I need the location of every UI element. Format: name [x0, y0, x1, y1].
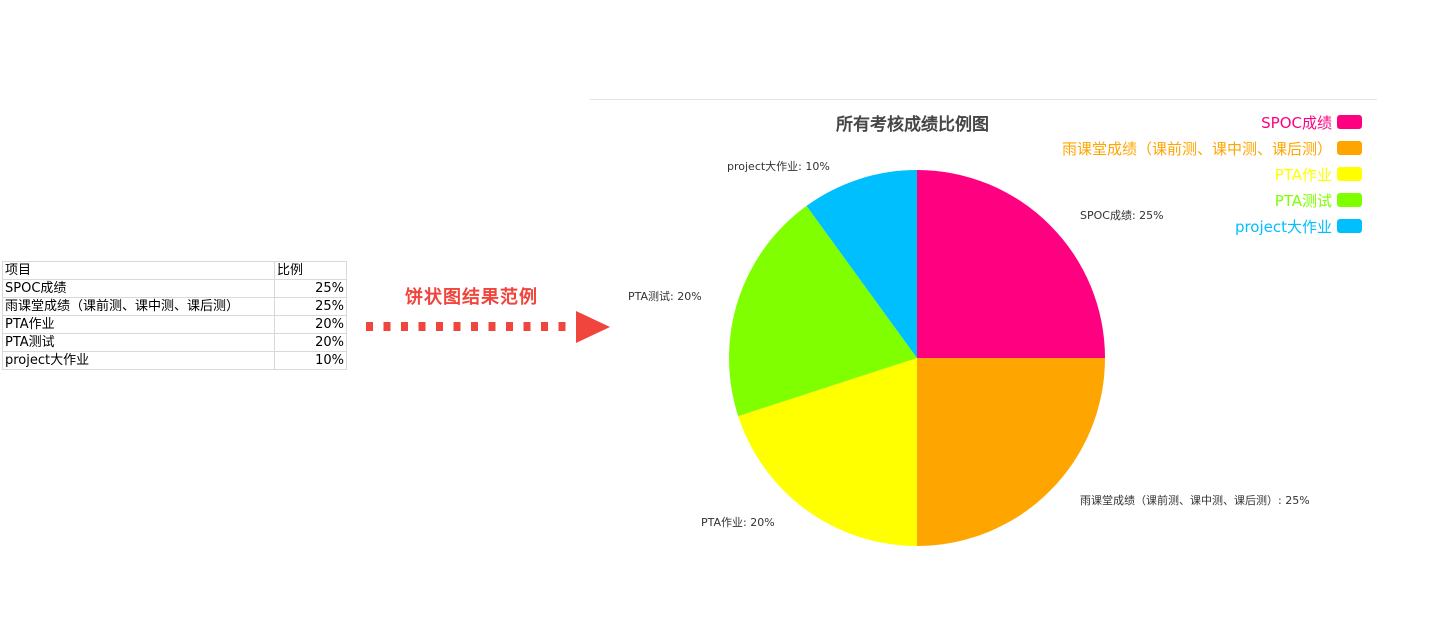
pie-slice [917, 170, 1105, 358]
arrow-dash [558, 322, 566, 331]
legend-swatch [1337, 219, 1362, 233]
score-ratio-table: 项目 比例 SPOC成绩 25% 雨课堂成绩（课前测、课中测、课后测） 25% … [2, 261, 347, 370]
arrow-dash [366, 322, 373, 331]
legend-label: PTA测试 [1274, 191, 1332, 210]
pie-slice-label: PTA作业: 20% [701, 516, 775, 529]
pie-slice [917, 358, 1105, 546]
legend-label: 雨课堂成绩（课前测、课中测、课后测） [1061, 139, 1332, 158]
table-cell-ratio: 10% [274, 351, 347, 370]
legend-item[interactable]: PTA作业 [1062, 161, 1362, 187]
legend-item[interactable]: SPOC成绩 [1062, 109, 1362, 135]
table-cell-item: project大作业 [2, 351, 275, 370]
legend-label: PTA作业 [1274, 165, 1332, 184]
example-caption: 饼状图结果范例 [405, 287, 538, 308]
legend-swatch [1337, 193, 1362, 207]
arrow-dash [383, 322, 391, 331]
arrow-dash [418, 322, 426, 331]
arrow-dash [523, 322, 531, 331]
table-row: 雨课堂成绩（课前测、课中测、课后测） 25% [2, 297, 347, 316]
pie-slice [806, 170, 917, 358]
legend-swatch [1337, 167, 1362, 181]
pie-slice-label: 雨课堂成绩（课前测、课中测、课后测）: 25% [1080, 494, 1310, 507]
legend-item[interactable]: PTA测试 [1062, 187, 1362, 213]
chart-title: 所有考核成绩比例图 [836, 115, 989, 135]
pie-slice-label: project大作业: 10% [727, 160, 830, 173]
legend-label: project大作业 [1234, 217, 1332, 236]
pie-slice-label: SPOC成绩: 25% [1080, 209, 1164, 222]
legend-item[interactable]: 雨课堂成绩（课前测、课中测、课后测） [1062, 135, 1362, 161]
legend-swatch [1337, 141, 1362, 155]
table-cell-item: 雨课堂成绩（课前测、课中测、课后测） [2, 297, 275, 316]
legend-label: SPOC成绩 [1261, 113, 1332, 132]
legend-swatch [1337, 115, 1362, 129]
pie-slice [738, 358, 917, 546]
legend-item[interactable]: project大作业 [1062, 213, 1362, 239]
chart-legend: SPOC成绩雨课堂成绩（课前测、课中测、课后测） PTA作业 PTA测试 projec… [1062, 109, 1362, 239]
arrow-dash [453, 322, 461, 331]
arrow-dash [506, 322, 513, 331]
arrow-dash [436, 322, 443, 331]
arrow-dash [488, 322, 496, 331]
arrow-dash [541, 322, 548, 331]
chart-top-border [590, 99, 1377, 100]
dotted-arrow-icon [366, 311, 610, 343]
arrow-dash [401, 322, 408, 331]
table-row: project大作业 10% [2, 351, 347, 370]
pie-slice-label: PTA测试: 20% [628, 290, 702, 303]
arrow-dash [471, 322, 478, 331]
table-row: PTA测试 20% [2, 333, 347, 352]
pie-slice [728, 205, 917, 417]
table-cell-ratio: 20% [274, 333, 347, 352]
